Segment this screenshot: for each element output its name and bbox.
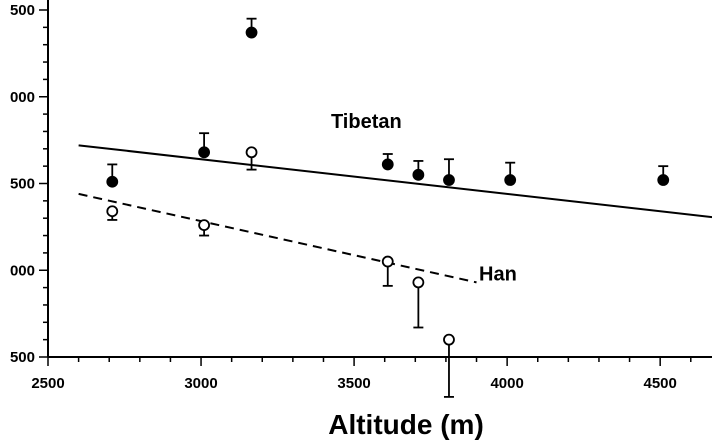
data-point-tibetan [657,174,670,186]
data-points [106,26,670,346]
x-tick-label: 4000 [490,375,523,392]
x-tick-label: 2500 [31,375,64,392]
y-tick-label: 000 [10,262,35,279]
data-point-tibetan [381,158,394,171]
error-bars [107,17,669,398]
x-tick-label: 3000 [184,375,217,392]
y-tick-label: 500 [10,176,35,193]
trend-lines [78,144,712,284]
data-point-han [198,219,211,232]
x-axis-title: Altitude (m) [328,409,484,440]
series-label-han: Han [479,264,517,286]
data-point-tibetan [412,168,425,181]
data-point-tibetan [443,174,455,186]
y-tick-label: 500 [10,349,35,366]
data-point-tibetan [106,175,119,188]
y-tick-label: 500 [10,2,35,19]
axes: 2500 3000 3500 4000 4500 500 000 500 000 500 [10,0,712,392]
data-point-han [106,205,119,218]
data-point-han [245,146,258,159]
data-point-tibetan [198,146,211,159]
series-label-tibetan: Tibetan [331,111,402,133]
labels: Tibetan Han [331,111,517,286]
x-tick-label: 4500 [643,375,676,392]
y-tick-label: 000 [10,89,35,106]
data-point-tibetan [245,26,258,39]
trend-line-tibetan [78,144,712,219]
data-point-han [381,255,394,268]
trend-line-han [78,192,477,284]
data-point-han [443,333,455,346]
data-point-han [412,276,425,289]
data-point-tibetan [504,174,517,186]
x-tick-label: 3500 [337,375,370,392]
